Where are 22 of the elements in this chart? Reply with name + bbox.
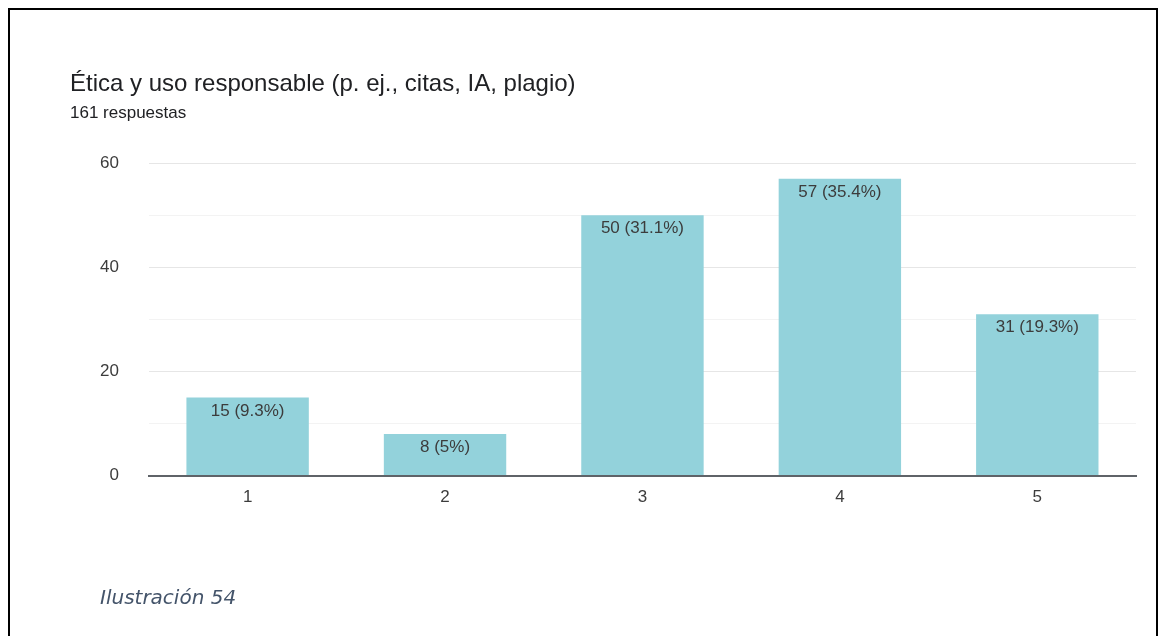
y-tick-label: 40 (99, 257, 119, 277)
x-tick-label: 4 (835, 487, 845, 507)
y-tick-label: 0 (109, 465, 119, 485)
x-tick-label: 2 (440, 487, 450, 507)
bar (186, 397, 309, 476)
bar (581, 215, 704, 476)
bar (383, 433, 507, 476)
bar (778, 178, 902, 476)
bar (976, 314, 1099, 476)
data-label: 8 (5%) (420, 437, 471, 457)
data-label: 15 (9.3%) (210, 400, 285, 420)
chart-title: Ética y uso responsable (p. ej., citas, IA, plagio) (70, 69, 576, 97)
y-tick-label: 20 (99, 361, 119, 381)
x-tick-label: 1 (242, 487, 253, 507)
text: Ilustración 54 (100, 585, 238, 609)
x-tick-label: 3 (637, 487, 648, 507)
data-label: 31 (19.3%) (995, 317, 1079, 337)
data-label: 50 (31.1%) (600, 218, 685, 238)
chart-subtitle: 161 respuestas (70, 102, 187, 122)
x-tick-label: 5 (1032, 487, 1043, 507)
data-label: 57 (35.4%) (798, 182, 882, 202)
y-tick-label: 60 (99, 152, 119, 172)
